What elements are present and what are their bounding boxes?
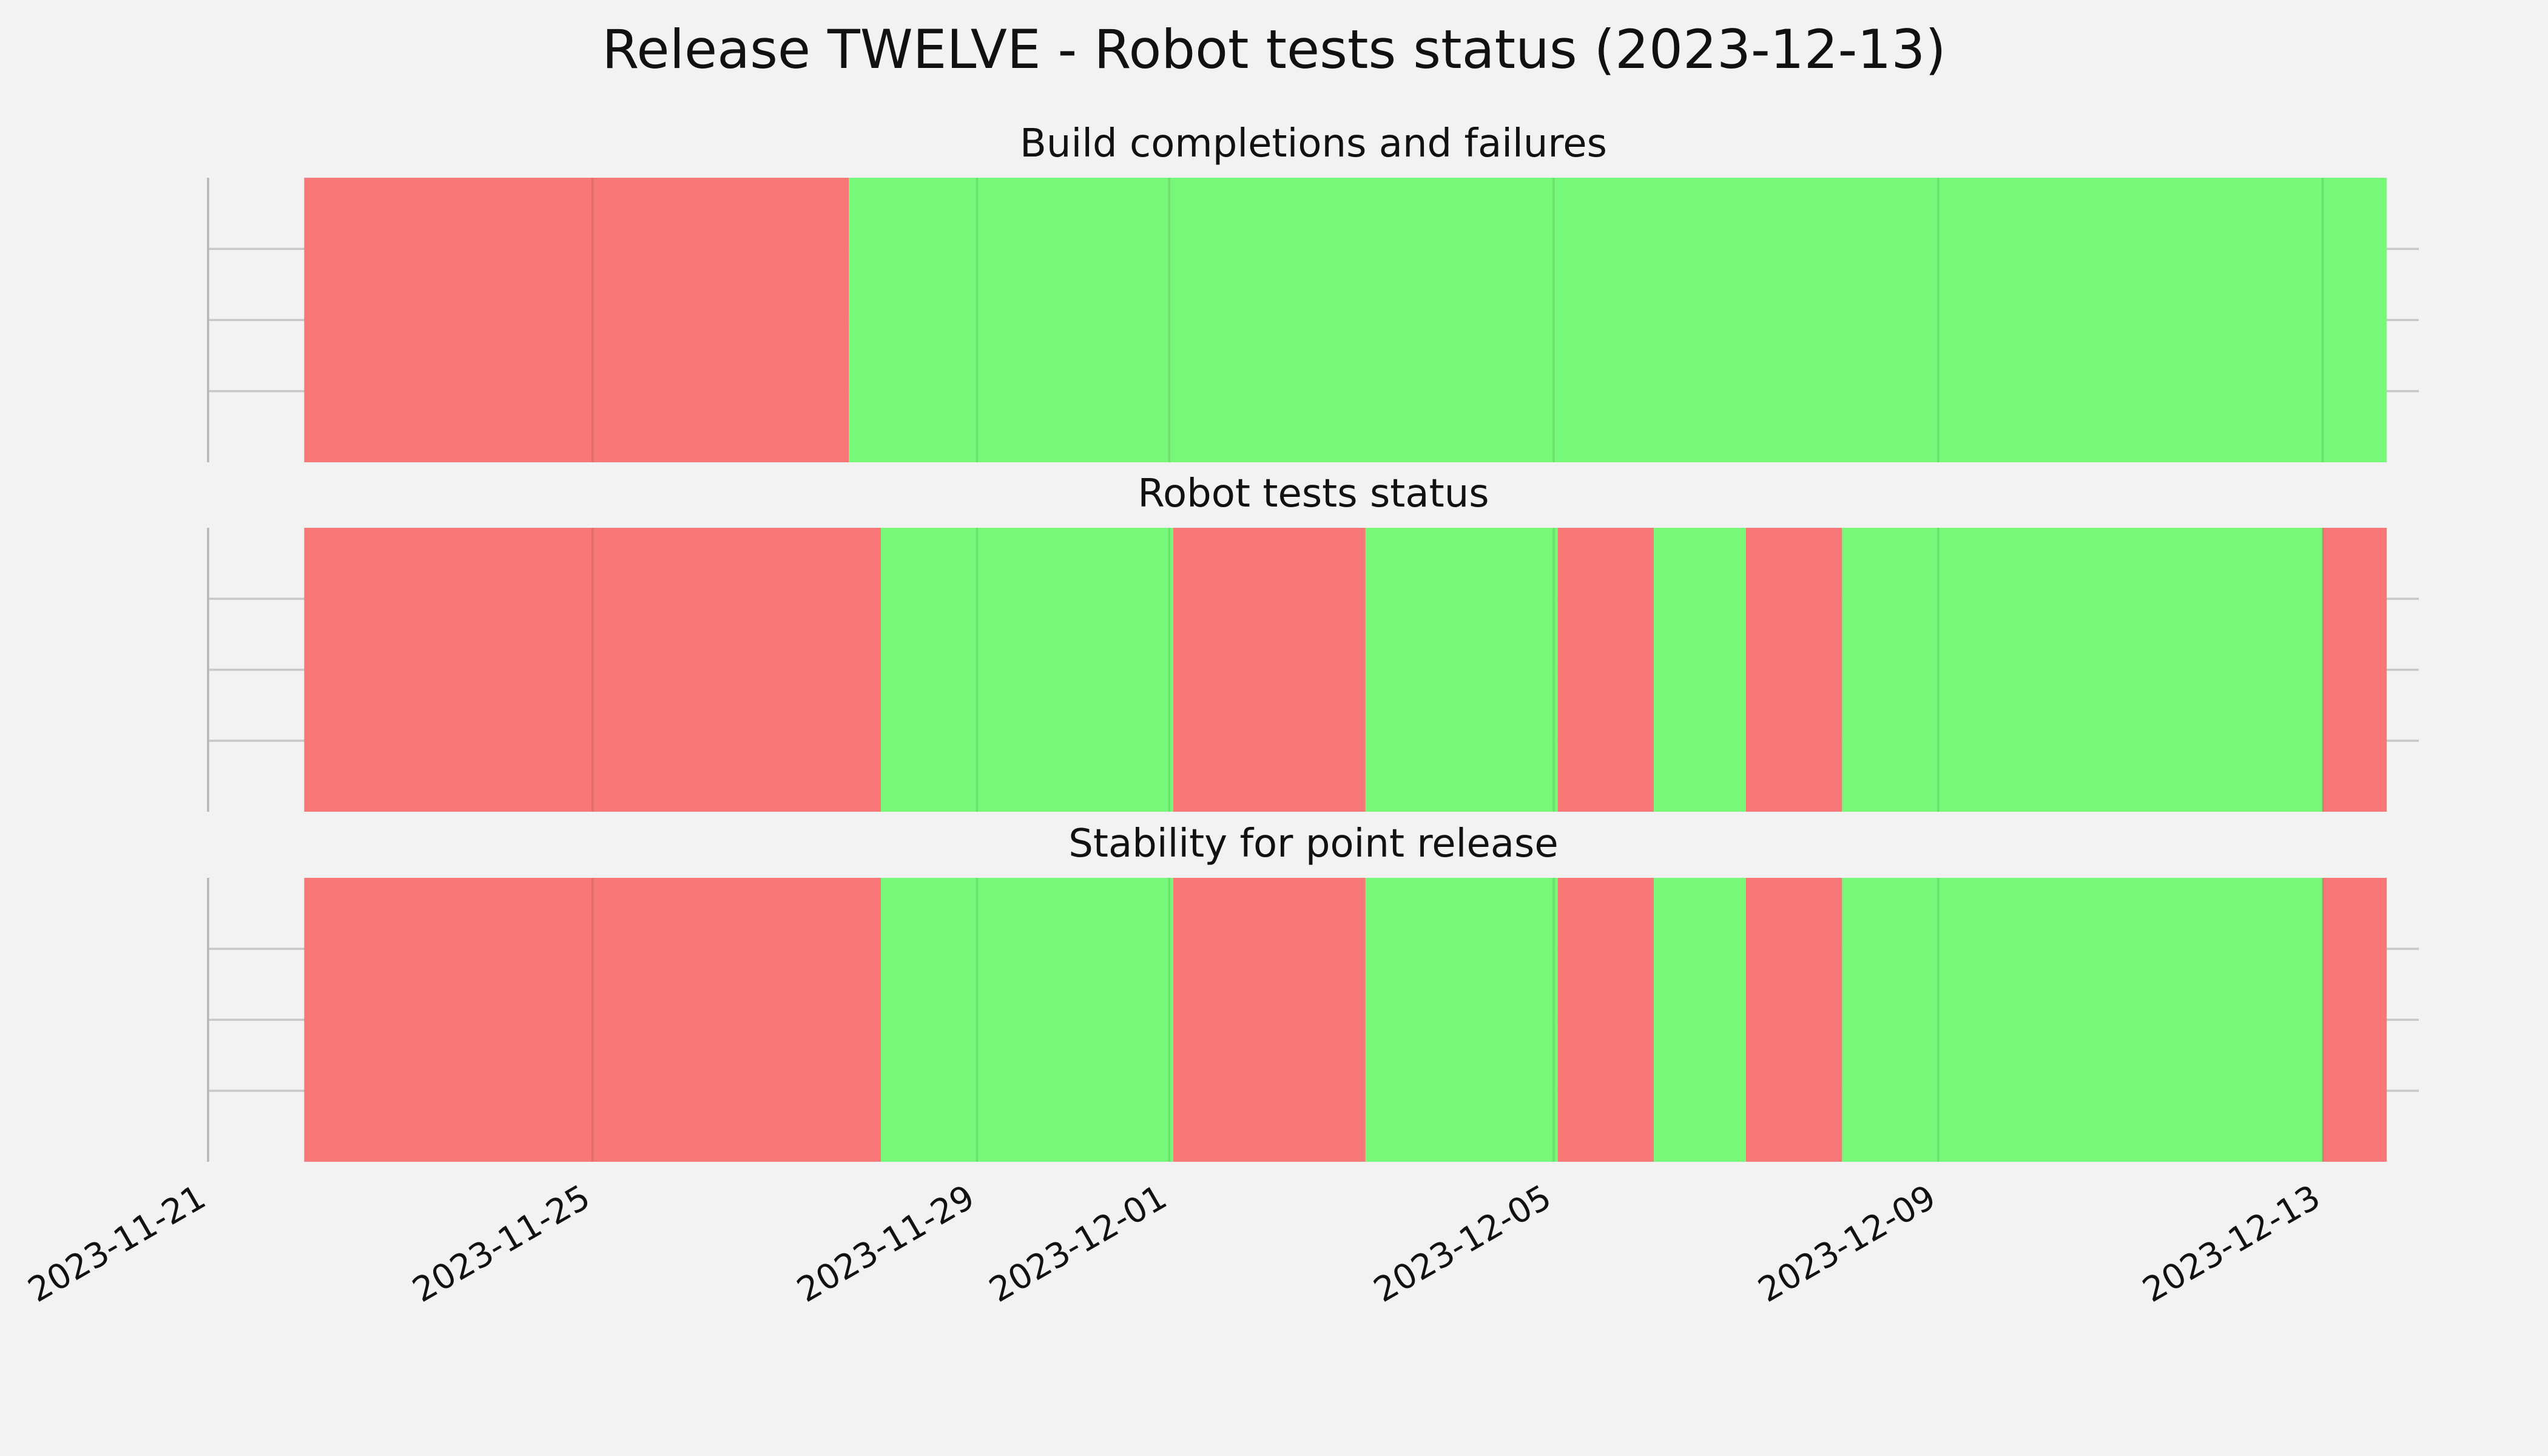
panel-title: Build completions and failures <box>1020 121 1607 166</box>
status-segment-pass <box>881 878 1173 1162</box>
status-segment-fail <box>1173 878 1366 1162</box>
panel-title: Stability for point release <box>1068 821 1559 866</box>
panels: Build completions and failures Robot test… <box>207 121 2419 1162</box>
status-segment-pass <box>1365 878 1558 1162</box>
status-segment-pass <box>881 528 1173 812</box>
status-segment-pass <box>1842 878 2323 1162</box>
status-segment-pass <box>1365 528 1558 812</box>
status-segment-fail <box>1745 878 1842 1162</box>
status-segment-fail <box>304 878 881 1162</box>
status-segment-fail <box>1557 528 1654 812</box>
status-segment-fail <box>1173 528 1366 812</box>
status-segment-fail <box>2322 528 2387 812</box>
status-segment-pass <box>1842 528 2323 812</box>
status-segment-pass <box>1654 878 1746 1162</box>
status-segment-fail <box>304 528 881 812</box>
status-segment-fail <box>304 178 849 462</box>
status-segment-fail <box>1557 878 1654 1162</box>
chart-title: Release TWELVE - Robot tests status (202… <box>602 18 1946 81</box>
panel-2: Robot tests status <box>207 471 2419 812</box>
panel-title: Robot tests status <box>1138 471 1489 516</box>
status-segment-pass <box>849 178 2387 462</box>
status-segment-pass <box>1654 528 1746 812</box>
panel-1: Build completions and failures <box>207 121 2419 462</box>
status-segment-fail <box>1745 528 1842 812</box>
panel-3: Stability for point release <box>207 821 2419 1162</box>
status-segment-fail <box>2322 878 2387 1162</box>
